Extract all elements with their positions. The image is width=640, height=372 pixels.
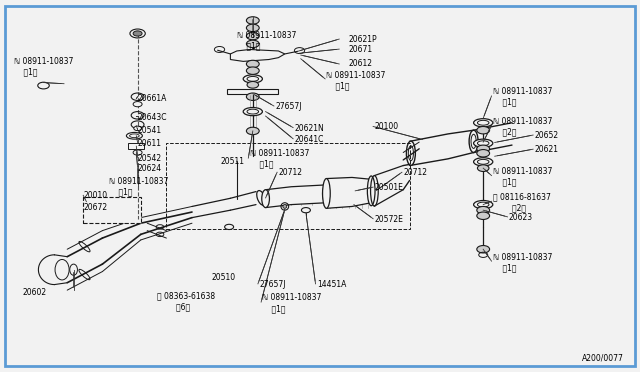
Text: ℕ 08911-10837
    （1）: ℕ 08911-10837 （1） [493, 167, 552, 186]
Circle shape [246, 127, 259, 135]
Ellipse shape [127, 132, 143, 139]
Ellipse shape [243, 108, 262, 116]
Ellipse shape [243, 75, 262, 83]
Text: 27657J: 27657J [259, 280, 285, 289]
Text: 20712: 20712 [278, 169, 302, 177]
Text: 20661A: 20661A [138, 94, 167, 103]
Text: Ⓢ 08363-61638
        （6）: Ⓢ 08363-61638 （6） [157, 292, 215, 311]
Text: 20542: 20542 [138, 154, 162, 163]
Ellipse shape [469, 130, 478, 153]
Bar [166, 143, 410, 229]
Polygon shape [266, 185, 326, 208]
Polygon shape [230, 49, 285, 61]
Text: 14451A: 14451A [317, 280, 346, 289]
Text: 20621N: 20621N [294, 124, 324, 133]
Ellipse shape [323, 179, 330, 208]
Text: 20671: 20671 [349, 45, 373, 54]
Text: 20621P: 20621P [349, 35, 378, 44]
Text: ℕ 08911-10837
    （1）: ℕ 08911-10837 （1） [237, 31, 296, 51]
Text: 20672: 20672 [83, 203, 108, 212]
Text: 20010: 20010 [83, 191, 108, 200]
Text: 20712: 20712 [403, 169, 428, 177]
Text: 20612: 20612 [349, 60, 372, 68]
Circle shape [477, 246, 490, 253]
Text: 20501E: 20501E [374, 183, 403, 192]
Ellipse shape [474, 201, 493, 209]
Text: 20621: 20621 [534, 145, 558, 154]
Text: 20602: 20602 [22, 288, 47, 296]
Ellipse shape [323, 185, 330, 203]
Text: 20652: 20652 [534, 131, 559, 140]
Text: 27657J: 27657J [275, 102, 301, 110]
Ellipse shape [474, 158, 493, 166]
Polygon shape [128, 143, 144, 149]
Text: ℕ 08911-10837
    （1）: ℕ 08911-10837 （1） [14, 57, 74, 77]
Text: ⒱ 08116-81637
        （2）: ⒱ 08116-81637 （2） [493, 193, 550, 212]
Text: 20643C: 20643C [138, 113, 167, 122]
Circle shape [477, 150, 490, 157]
Circle shape [246, 60, 259, 68]
Ellipse shape [406, 141, 415, 165]
Circle shape [477, 212, 490, 219]
Circle shape [247, 81, 259, 88]
Circle shape [133, 31, 142, 36]
Circle shape [134, 126, 141, 131]
Circle shape [477, 206, 490, 214]
Text: 20623: 20623 [509, 213, 533, 222]
Ellipse shape [367, 176, 375, 206]
Text: 20100: 20100 [374, 122, 399, 131]
Text: 20611: 20611 [138, 139, 161, 148]
Ellipse shape [474, 119, 493, 127]
Circle shape [246, 40, 259, 48]
Text: 20541: 20541 [138, 126, 162, 135]
Circle shape [133, 102, 142, 107]
Ellipse shape [283, 205, 287, 208]
Circle shape [246, 17, 259, 24]
Ellipse shape [55, 260, 69, 280]
Bar [83, 197, 141, 223]
Polygon shape [410, 130, 474, 166]
Text: ℕ 08911-10837
    （2）: ℕ 08911-10837 （2） [493, 117, 552, 136]
Text: ℕ 08911-10837
    （1）: ℕ 08911-10837 （1） [109, 177, 168, 196]
Text: 20572E: 20572E [374, 215, 403, 224]
Polygon shape [326, 177, 371, 208]
Polygon shape [227, 89, 278, 94]
Text: ℕ 08911-10837
    （1）: ℕ 08911-10837 （1） [250, 149, 309, 169]
Text: ℕ 08911-10837
    （1）: ℕ 08911-10837 （1） [326, 71, 386, 90]
Text: ℕ 08911-10837
    （1）: ℕ 08911-10837 （1） [262, 294, 322, 313]
Text: 20641C: 20641C [294, 135, 324, 144]
Circle shape [246, 93, 259, 100]
Text: 20510: 20510 [211, 273, 236, 282]
Text: 20511: 20511 [221, 157, 244, 166]
Text: ℕ 08911-10837
    （1）: ℕ 08911-10837 （1） [493, 253, 552, 272]
Circle shape [477, 145, 490, 153]
Circle shape [477, 126, 490, 134]
Text: A200/0077: A200/0077 [582, 354, 624, 363]
Ellipse shape [262, 190, 269, 208]
Text: ℕ 08911-10837
    （1）: ℕ 08911-10837 （1） [493, 87, 552, 106]
Ellipse shape [474, 139, 493, 147]
Circle shape [246, 32, 259, 40]
Circle shape [246, 67, 259, 74]
Circle shape [246, 24, 259, 32]
Circle shape [133, 150, 142, 155]
Text: 20624: 20624 [138, 164, 162, 173]
Circle shape [477, 165, 489, 171]
